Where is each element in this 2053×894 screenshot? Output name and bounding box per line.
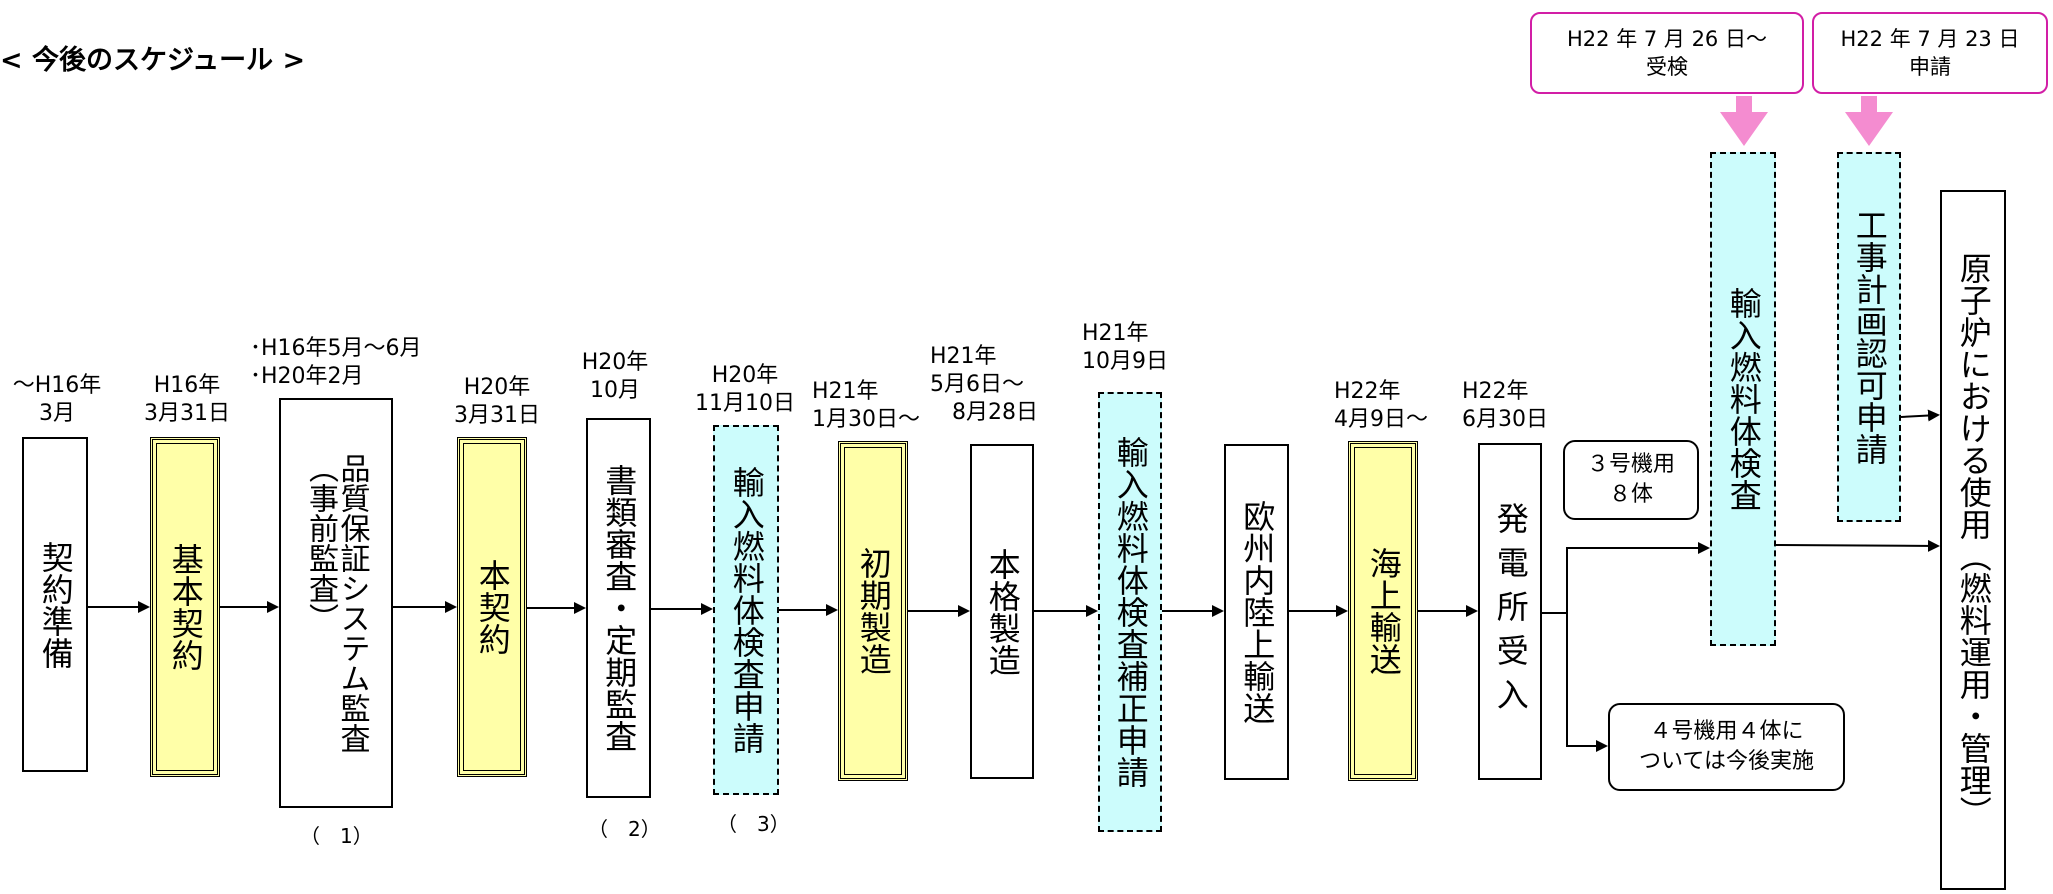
step-kihon-keiyaku: 基本契約 [150, 437, 220, 777]
arrow-branch-unit4 [1566, 613, 1608, 752]
step-yunyu-shinsei: 輸入燃料体検査申請 [713, 425, 779, 795]
step-construction-plan: 工事計画認可申請 [1837, 152, 1901, 522]
step-honkaku-seizo: 本格製造 [970, 444, 1034, 779]
step-label: 品質保証システム監査 （事前監査） [303, 453, 370, 753]
arrow-inspection-final [1775, 539, 1940, 552]
step-hon-keiyaku: 本契約 [457, 437, 527, 777]
date-shorui-shinsa: H20年 10月 [581, 350, 649, 403]
arrow-plan-final [1900, 409, 1940, 422]
step-label: 本格製造 [983, 547, 1022, 676]
page-title: < 今後のスケジュール > [0, 45, 306, 76]
callout-construction-plan: H22 年 7 月 23 日 申請 [1812, 12, 2048, 94]
step-label: 欧州内陸上輸送 [1238, 500, 1277, 724]
step-kaijo-yuso: 海上輸送 [1348, 441, 1418, 781]
date-yunyu-shinsei: H20年 11月10日 [695, 363, 795, 416]
step-shoki-seizo: 初期製造 [838, 441, 908, 781]
unit3-label: ３号機用 ８体 [1563, 440, 1699, 520]
callout-inspection: H22 年 7 月 26 日～ 受検 [1530, 12, 1804, 94]
step-label: 本契約 [473, 559, 512, 655]
note-1: （ 1） [300, 824, 373, 848]
step-label: 輸入燃料体検査補正申請 [1111, 436, 1150, 788]
step-hatsudensho-ukeire: 発電所受入 [1478, 443, 1542, 780]
pink-arrow-plan [1845, 96, 1893, 146]
step-keiyaku-junbi: 契約準備 [22, 437, 88, 772]
step-oshu-yuso: 欧州内陸上輸送 [1224, 444, 1289, 780]
date-shoki-seizo: H21年 1月30日～ [812, 379, 920, 432]
date-keiyaku-junbi: ～H16年 3月 [12, 373, 102, 426]
note-2: （ 2） [588, 817, 661, 841]
step-label: 基本契約 [166, 543, 205, 671]
note-3: （ 3） [717, 812, 790, 836]
step-label: 輸入燃料体検査 [1724, 287, 1763, 511]
step-label: 初期製造 [854, 547, 893, 675]
step-label: 原子炉における使用（燃料運用・管理） [1954, 252, 1993, 828]
date-honkaku-seizo: H21年 5月6日～ 8月28日 [930, 344, 1038, 425]
step-label: 輸入燃料体検査申請 [727, 466, 766, 754]
step-shorui-shinsa: 書類審査・定期監査 [586, 418, 651, 798]
step-label: 契約準備 [36, 540, 75, 669]
step-label: 工事計画認可申請 [1850, 209, 1889, 465]
step-final-use: 原子炉における使用（燃料運用・管理） [1940, 190, 2006, 890]
date-hinshitsu-hosho: ･H16年5月～6月 ･H20年2月 [250, 336, 422, 389]
step-label: 海上輸送 [1364, 547, 1403, 675]
date-kaijo-yuso: H22年 4月9日～ [1334, 379, 1428, 432]
step-label: 発電所受入 [1491, 501, 1530, 722]
date-hosei-shinsei: H21年 10月9日 [1082, 321, 1168, 374]
arrow-branch-unit3 [1542, 542, 1710, 614]
date-hatsudensho-ukeire: H22年 6月30日 [1462, 379, 1548, 432]
step-hinshitsu-hosho: 品質保証システム監査 （事前監査） [279, 398, 393, 808]
step-hosei-shinsei: 輸入燃料体検査補正申請 [1098, 392, 1162, 832]
step-inspection: 輸入燃料体検査 [1710, 152, 1776, 646]
date-hon-keiyaku: H20年 3月31日 [454, 375, 540, 428]
step-label: 書類審査・定期監査 [600, 464, 639, 752]
unit4-label: ４号機用４体に ついては今後実施 [1608, 703, 1845, 791]
pink-arrow-inspection [1720, 96, 1768, 146]
date-kihon-keiyaku: H16年 3月31日 [144, 373, 230, 426]
